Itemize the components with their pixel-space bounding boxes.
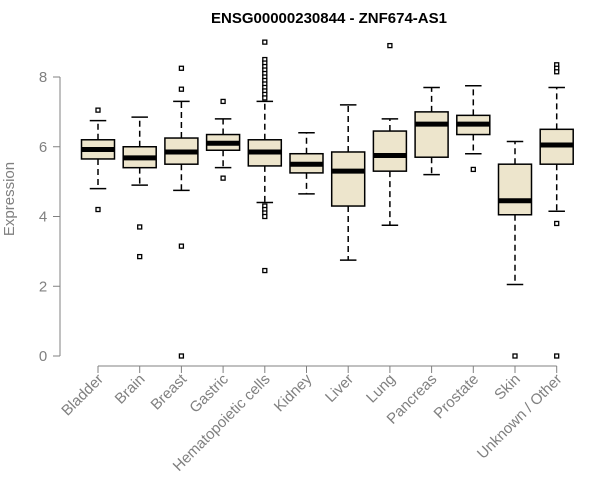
outlier-point	[387, 42, 393, 49]
outlier-point	[262, 39, 268, 45]
outlier-point	[178, 353, 185, 359]
y-axis: 0 2 4 6 8	[39, 69, 61, 365]
box-liver	[330, 104, 366, 261]
y-tick-label: 2	[39, 278, 47, 295]
outlier-point	[137, 224, 143, 230]
y-axis-label: Expression	[1, 162, 18, 236]
outlier-point	[220, 175, 226, 181]
box-hematopoietic-cells	[247, 39, 283, 274]
box-iqr	[414, 111, 449, 158]
outlier-point	[95, 206, 101, 213]
y-tick-label: 4	[39, 209, 47, 226]
outlier-point	[554, 69, 560, 75]
outlier-point	[262, 213, 268, 220]
x-tick-label: Prostate	[431, 371, 483, 423]
box-iqr	[330, 151, 366, 207]
x-tick-label: Breast	[148, 370, 191, 413]
box-skin	[497, 140, 533, 359]
box-unknown-other	[539, 62, 574, 359]
box-kidney	[289, 132, 324, 195]
box-prostate	[456, 84, 491, 173]
x-tick-label: Skin	[491, 371, 524, 404]
outlier-point	[262, 267, 268, 274]
x-tick-label: Lung	[363, 371, 399, 407]
outlier-point	[470, 166, 476, 173]
outlier-point	[178, 65, 185, 71]
box-brain	[122, 116, 157, 260]
box-pancreas	[414, 86, 449, 176]
box-gastric	[205, 98, 241, 181]
outlier-point	[554, 220, 560, 227]
outlier-point	[137, 253, 143, 260]
outlier-point	[95, 107, 101, 113]
box-series	[80, 39, 574, 359]
y-tick-label: 0	[39, 348, 47, 365]
x-tick-label: Bladder	[58, 371, 107, 420]
box-iqr	[497, 163, 533, 216]
chart-title: ENSG00000230844 - ZNF674-AS1	[211, 10, 447, 27]
outlier-point	[262, 95, 268, 101]
box-iqr	[372, 130, 408, 172]
box-bladder	[80, 107, 116, 213]
outlier-point	[554, 353, 560, 359]
y-tick-label: 6	[39, 139, 47, 156]
outlier-point	[178, 86, 185, 92]
box-breast	[164, 65, 199, 359]
x-tick-label: Kidney	[271, 370, 316, 415]
x-tick-label: Brain	[112, 371, 149, 408]
box-lung	[372, 42, 408, 226]
x-tick-label: Liver	[322, 371, 357, 406]
outlier-point	[178, 243, 185, 249]
outlier-point	[512, 353, 518, 359]
y-tick-label: 8	[39, 69, 47, 86]
outlier-point	[220, 98, 226, 105]
